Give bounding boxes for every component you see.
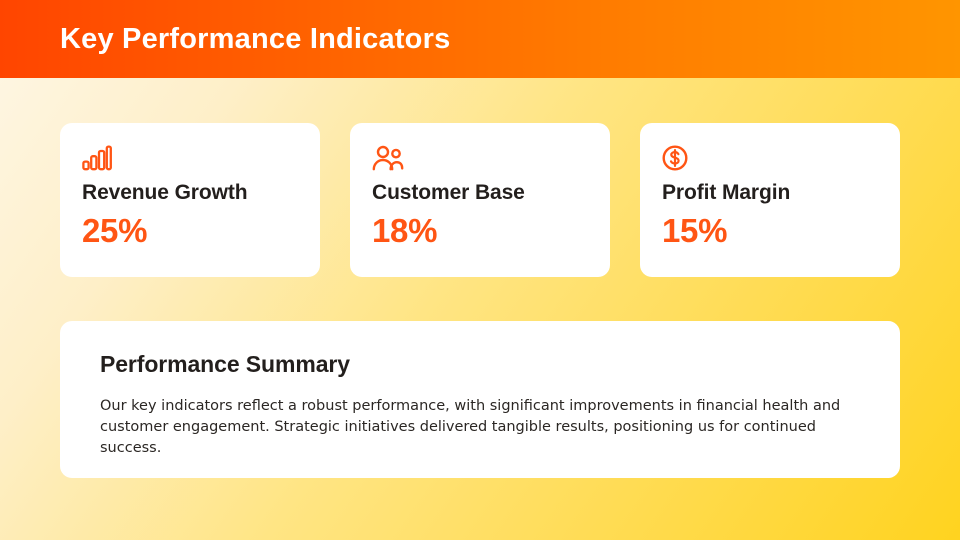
- kpi-label: Revenue Growth: [82, 181, 248, 204]
- kpi-value: 18%: [372, 212, 438, 249]
- summary-title: Performance Summary: [100, 351, 350, 377]
- kpi-card-row: Revenue Growth 25% Customer Base 18%: [60, 123, 900, 277]
- dollar-circle-icon: [662, 145, 878, 171]
- kpi-card-revenue-growth[interactable]: Revenue Growth 25%: [60, 123, 320, 277]
- bar-chart-icon: [82, 145, 298, 171]
- kpi-label: Profit Margin: [662, 181, 791, 204]
- header-band: Key Performance Indicators: [0, 0, 960, 78]
- summary-body-text: Our key indicators reflect a robust perf…: [100, 398, 841, 456]
- kpi-card-profit-margin[interactable]: Profit Margin 15%: [640, 123, 900, 277]
- kpi-label: Customer Base: [372, 181, 525, 204]
- kpi-card-customer-base[interactable]: Customer Base 18%: [350, 123, 610, 277]
- kpi-value: 25%: [82, 212, 148, 249]
- page-title: Key Performance Indicators: [60, 23, 451, 55]
- users-icon: [372, 145, 588, 171]
- performance-summary-card: Performance Summary Our key indicators r…: [60, 321, 900, 478]
- kpi-value: 15%: [662, 212, 728, 249]
